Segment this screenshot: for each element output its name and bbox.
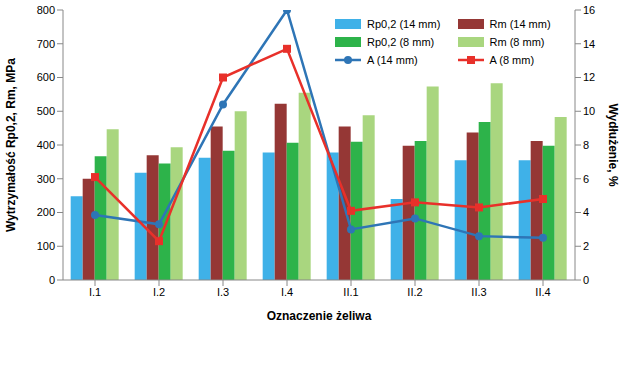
svg-text:I.3: I.3 bbox=[217, 286, 229, 298]
svg-text:Oznaczenie żeliwa: Oznaczenie żeliwa bbox=[267, 309, 372, 323]
html-text:Rm (14 mm): Rm (14 mm) bbox=[489, 18, 551, 30]
svg-text:500: 500 bbox=[37, 105, 55, 117]
svg-text:16: 16 bbox=[583, 4, 595, 16]
svg-text:0: 0 bbox=[49, 274, 55, 286]
svg-text:4: 4 bbox=[583, 206, 589, 218]
svg-text:14: 14 bbox=[583, 38, 595, 50]
svg-text:6: 6 bbox=[583, 173, 589, 185]
html-text:Rp0,2 (8 mm): Rp0,2 (8 mm) bbox=[367, 36, 435, 48]
svg-text:I.2: I.2 bbox=[153, 286, 165, 298]
svg-text:I.4: I.4 bbox=[281, 286, 293, 298]
svg-text:I.1: I.1 bbox=[89, 286, 101, 298]
svg-text:Wydłużenie, %: Wydłużenie, % bbox=[606, 103, 614, 186]
html-text:Rp0,2 (14 mm): Rp0,2 (14 mm) bbox=[367, 18, 441, 30]
svg-text:800: 800 bbox=[37, 4, 55, 16]
svg-text:II.3: II.3 bbox=[471, 286, 486, 298]
svg-text:300: 300 bbox=[37, 173, 55, 185]
svg-text:600: 600 bbox=[37, 71, 55, 83]
svg-text:II.4: II.4 bbox=[535, 286, 550, 298]
html-text:A (14 mm): A (14 mm) bbox=[367, 54, 418, 66]
svg-text:II.1: II.1 bbox=[343, 286, 358, 298]
svg-text:400: 400 bbox=[37, 139, 55, 151]
svg-text:II.2: II.2 bbox=[407, 286, 422, 298]
svg-text:0: 0 bbox=[583, 274, 589, 286]
html-text:A (8 mm): A (8 mm) bbox=[489, 54, 535, 66]
svg-text:Wytrzymałość Rp0,2, Rm, MPa: Wytrzymałość Rp0,2, Rm, MPa bbox=[8, 58, 18, 232]
svg-text:700: 700 bbox=[37, 38, 55, 50]
html-text:Rm (8 mm): Rm (8 mm) bbox=[489, 36, 545, 48]
svg-text:10: 10 bbox=[583, 105, 595, 117]
svg-text:2: 2 bbox=[583, 240, 589, 252]
svg-text:12: 12 bbox=[583, 71, 595, 83]
svg-text:200: 200 bbox=[37, 206, 55, 218]
svg-text:8: 8 bbox=[583, 139, 589, 151]
svg-text:100: 100 bbox=[37, 240, 55, 252]
